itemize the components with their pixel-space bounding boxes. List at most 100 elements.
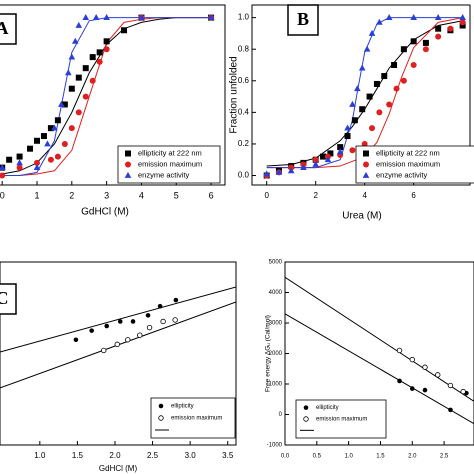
plot-area xyxy=(0,286,236,389)
marker-triangle xyxy=(385,14,393,21)
marker-open-circle xyxy=(172,317,178,323)
marker-square xyxy=(435,25,442,32)
marker-circle xyxy=(173,297,179,303)
marker-square xyxy=(391,62,398,68)
x-tick-label: 0.5 xyxy=(313,454,322,460)
marker-circle xyxy=(409,386,415,391)
y-tick-label: 1.0 xyxy=(238,13,250,22)
marker-triangle xyxy=(344,124,351,131)
marker-circle xyxy=(369,125,376,132)
y-tick-label: 5000 xyxy=(269,260,283,266)
legend-box xyxy=(355,145,474,184)
marker-triangle xyxy=(0,164,6,171)
marker-circle xyxy=(361,140,368,147)
marker-triangle xyxy=(363,45,371,52)
marker-circle xyxy=(89,77,96,84)
marker-circle xyxy=(16,164,23,171)
fit-curve xyxy=(2,17,212,177)
x-tick-label: 6 xyxy=(411,191,416,200)
marker-circle xyxy=(73,337,79,343)
legend-marker xyxy=(125,150,131,157)
marker-triangle xyxy=(434,14,442,21)
x-tick-label: 2.0 xyxy=(408,454,417,460)
marker-square xyxy=(89,54,96,61)
marker-triangle xyxy=(459,14,466,21)
marker-triangle xyxy=(75,21,83,28)
legend-box xyxy=(295,399,387,439)
marker-triangle xyxy=(33,164,41,171)
x-tick-label: 1.5 xyxy=(72,451,84,460)
legend-label: emission maximum xyxy=(138,159,202,168)
legend-box xyxy=(150,397,236,439)
marker-square xyxy=(327,150,334,157)
x-tick-label: 3.0 xyxy=(185,451,197,460)
y-tick-label: 0.0 xyxy=(238,171,250,180)
marker-circle xyxy=(0,172,6,179)
y-tick-label: 0.8 xyxy=(238,44,250,53)
fit-line xyxy=(285,313,474,425)
marker-square xyxy=(6,156,13,163)
x-tick-label: 3.5 xyxy=(222,451,234,460)
marker-square xyxy=(373,80,380,87)
marker-circle xyxy=(448,407,453,413)
marker-triangle xyxy=(65,69,72,76)
legend-marker xyxy=(362,171,370,178)
marker-triangle xyxy=(82,14,90,21)
marker-square xyxy=(410,38,417,45)
marker-square xyxy=(121,27,128,34)
x-tick-label: 2 xyxy=(313,191,318,200)
marker-square xyxy=(27,145,34,152)
x-tick-label: 0 xyxy=(264,191,269,200)
marker-square xyxy=(337,144,344,151)
marker-circle xyxy=(47,156,54,163)
legend-label: emission maximum xyxy=(376,159,440,168)
marker-open-circle xyxy=(160,318,166,325)
legend-marker xyxy=(158,415,164,421)
marker-square xyxy=(16,153,23,160)
marker-triangle xyxy=(263,170,270,177)
fit-line xyxy=(285,276,474,402)
x-tick-label: 4 xyxy=(139,190,144,200)
marker-circle xyxy=(68,125,75,132)
x-tick-label: 1.0 xyxy=(344,454,353,460)
marker-square xyxy=(459,22,466,29)
marker-triangle xyxy=(51,124,58,131)
marker-triangle xyxy=(16,159,23,166)
marker-triangle xyxy=(358,64,366,71)
legend-marker xyxy=(363,161,369,168)
marker-open-circle xyxy=(125,337,131,343)
marker-triangle xyxy=(300,164,307,171)
x-tick-label: 2 xyxy=(69,190,74,200)
y-tick-label: -1000 xyxy=(267,443,283,449)
marker-circle xyxy=(386,101,393,108)
marker-triangle xyxy=(71,37,79,44)
marker-square xyxy=(320,153,327,160)
marker-open-circle xyxy=(422,364,428,370)
marker-square xyxy=(366,93,373,100)
marker-square xyxy=(82,65,89,72)
marker-square xyxy=(103,38,110,45)
marker-square xyxy=(40,133,47,140)
marker-triangle xyxy=(324,156,332,163)
y-tick-label: 3000 xyxy=(269,321,283,327)
marker-circle xyxy=(54,153,61,160)
x-axis-label: GdHCl (M) xyxy=(81,207,129,218)
x-tick-label: 4 xyxy=(362,191,367,200)
marker-circle xyxy=(349,147,356,154)
marker-circle xyxy=(397,378,402,384)
marker-circle xyxy=(75,109,82,116)
marker-open-circle xyxy=(460,388,466,395)
y-tick-label: 1000 xyxy=(269,382,283,388)
marker-open-circle xyxy=(447,382,454,389)
panel-label: C xyxy=(0,288,9,308)
marker-open-circle xyxy=(435,372,441,378)
y-tick-label: 0.2 xyxy=(238,139,250,148)
marker-triangle xyxy=(312,160,319,167)
marker-circle xyxy=(145,313,151,318)
legend-label: emission maximum xyxy=(316,417,367,423)
marker-triangle xyxy=(287,167,295,174)
marker-circle xyxy=(103,46,110,53)
legend-marker xyxy=(124,171,132,178)
marker-circle xyxy=(117,319,123,324)
